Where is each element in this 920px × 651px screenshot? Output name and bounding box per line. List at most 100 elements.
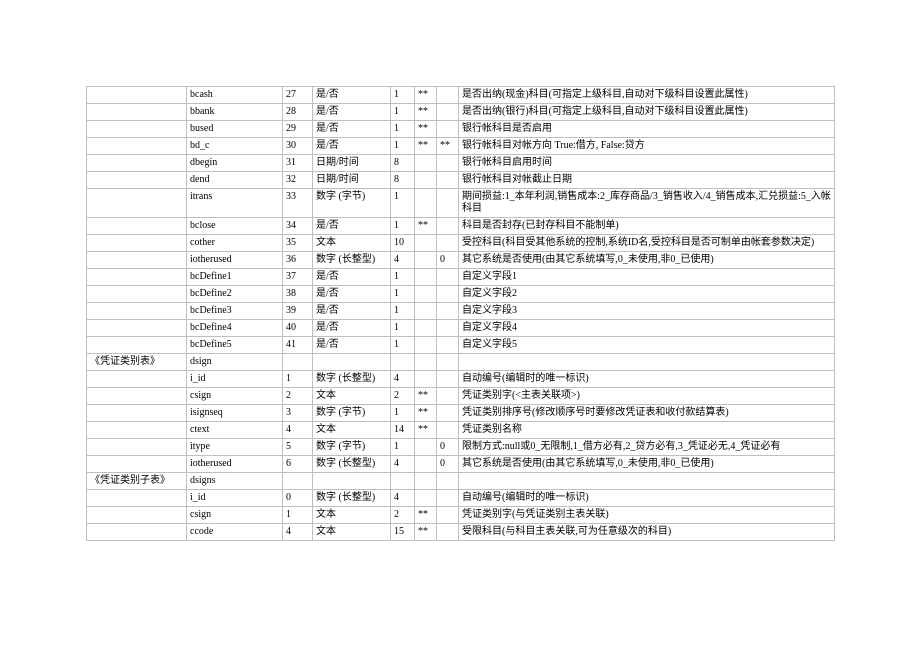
cell-c6 [415, 269, 437, 286]
cell-c1 [87, 286, 187, 303]
cell-c4: 数字 (长整型) [313, 490, 391, 507]
cell-c5: 1 [391, 303, 415, 320]
cell-c5: 1 [391, 269, 415, 286]
table-row: iotherused36数字 (长整型)4 0其它系统是否使用(由其它系统填写,0… [87, 252, 835, 269]
cell-c6 [415, 235, 437, 252]
cell-c6 [415, 172, 437, 189]
cell-c8: 自动编号(编辑时的唯一标识) [459, 371, 835, 388]
cell-c6: ** [415, 218, 437, 235]
cell-c6 [415, 354, 437, 371]
cell-c8: 银行帐科目是否启用 [459, 121, 835, 138]
cell-c3: 38 [283, 286, 313, 303]
cell-c7 [437, 337, 459, 354]
cell-c3: 1 [283, 371, 313, 388]
cell-c4: 是/否 [313, 303, 391, 320]
cell-c8: 科目是否封存(已封存科目不能制单) [459, 218, 835, 235]
table-row: 《凭证类别子表》dsigns [87, 473, 835, 490]
cell-c8: 凭证类别名称 [459, 422, 835, 439]
cell-c7 [437, 320, 459, 337]
cell-c1 [87, 121, 187, 138]
cell-c8: 其它系统是否使用(由其它系统填写,0_未使用,非0_已使用) [459, 252, 835, 269]
table-row: isignseq3数字 (字节)1**凭证类别排序号(修改顺序号时要修改凭证表和… [87, 405, 835, 422]
table-row: bused29是/否1**银行帐科目是否启用 [87, 121, 835, 138]
cell-c5: 1 [391, 189, 415, 218]
cell-c6 [415, 456, 437, 473]
cell-c1 [87, 422, 187, 439]
cell-c6 [415, 371, 437, 388]
cell-c5: 1 [391, 121, 415, 138]
cell-c6: ** [415, 138, 437, 155]
cell-c2: itrans [187, 189, 283, 218]
table-row: 《凭证类别表》dsign [87, 354, 835, 371]
cell-c5: 4 [391, 252, 415, 269]
cell-c7 [437, 422, 459, 439]
table-row: bcDefine440是/否1自定义字段4 [87, 320, 835, 337]
cell-c2: dsign [187, 354, 283, 371]
table-row: csign2文本2**凭证类别字(<主表关联项>) [87, 388, 835, 405]
cell-c3 [283, 473, 313, 490]
table-row: csign1文本2**凭证类别字(与凭证类别主表关联) [87, 507, 835, 524]
cell-c4 [313, 473, 391, 490]
cell-c4: 日期/时间 [313, 155, 391, 172]
cell-c8: 自定义字段2 [459, 286, 835, 303]
cell-c7 [437, 473, 459, 490]
cell-c3: 0 [283, 490, 313, 507]
cell-c5: 2 [391, 388, 415, 405]
cell-c7 [437, 507, 459, 524]
table-row: ccode4文本15**受限科目(与科目主表关联,可为任意级次的科目) [87, 524, 835, 541]
cell-c2: csign [187, 388, 283, 405]
cell-c2: isignseq [187, 405, 283, 422]
cell-c8: 自定义字段5 [459, 337, 835, 354]
cell-c4: 数字 (字节) [313, 405, 391, 422]
table-row: itrans33数字 (字节)1期间损益:1_本年利润,销售成本:2_库存商品/… [87, 189, 835, 218]
cell-c3: 4 [283, 524, 313, 541]
cell-c8: 是否出纳(银行)科目(可指定上级科目,自动对下级科目设置此属性) [459, 104, 835, 121]
cell-c3: 36 [283, 252, 313, 269]
table-row: i_id0数字 (长整型)4自动编号(编辑时的唯一标识) [87, 490, 835, 507]
cell-c1 [87, 235, 187, 252]
cell-c5 [391, 473, 415, 490]
cell-c1: 《凭证类别表》 [87, 354, 187, 371]
cell-c3: 4 [283, 422, 313, 439]
cell-c6 [415, 320, 437, 337]
schema-table: bcash27是/否1**是否出纳(现金)科目(可指定上级科目,自动对下级科目设… [86, 86, 835, 541]
cell-c2: bcDefine3 [187, 303, 283, 320]
cell-c8: 银行帐科目对帐方向 True:借方, False:贷方 [459, 138, 835, 155]
cell-c7 [437, 371, 459, 388]
cell-c8 [459, 354, 835, 371]
table-row: bcDefine137是/否1自定义字段1 [87, 269, 835, 286]
cell-c8: 凭证类别排序号(修改顺序号时要修改凭证表和收付款结算表) [459, 405, 835, 422]
cell-c2: ccode [187, 524, 283, 541]
cell-c2: dbegin [187, 155, 283, 172]
cell-c4: 数字 (长整型) [313, 252, 391, 269]
cell-c7: 0 [437, 252, 459, 269]
cell-c5: 1 [391, 218, 415, 235]
cell-c5: 8 [391, 155, 415, 172]
cell-c3: 5 [283, 439, 313, 456]
cell-c7 [437, 490, 459, 507]
cell-c3: 37 [283, 269, 313, 286]
cell-c3: 39 [283, 303, 313, 320]
cell-c6 [415, 252, 437, 269]
cell-c8: 受控科目(科目受其他系统的控制,系统ID名,受控科目是否可制单由帐套参数决定) [459, 235, 835, 252]
cell-c6: ** [415, 87, 437, 104]
cell-c5: 4 [391, 371, 415, 388]
cell-c2: cother [187, 235, 283, 252]
cell-c5: 4 [391, 456, 415, 473]
cell-c5: 4 [391, 490, 415, 507]
cell-c3: 31 [283, 155, 313, 172]
cell-c2: iotherused [187, 252, 283, 269]
table-row: ctext4文本14**凭证类别名称 [87, 422, 835, 439]
cell-c3: 40 [283, 320, 313, 337]
cell-c2: bcash [187, 87, 283, 104]
table-row: itype5数字 (字节)10限制方式:null或0_无限制,1_借方必有,2_… [87, 439, 835, 456]
cell-c1 [87, 172, 187, 189]
cell-c7 [437, 303, 459, 320]
cell-c4: 是/否 [313, 269, 391, 286]
cell-c3: 6 [283, 456, 313, 473]
cell-c5: 1 [391, 87, 415, 104]
cell-c2: bcDefine1 [187, 269, 283, 286]
cell-c5: 2 [391, 507, 415, 524]
cell-c5: 1 [391, 138, 415, 155]
cell-c1 [87, 490, 187, 507]
